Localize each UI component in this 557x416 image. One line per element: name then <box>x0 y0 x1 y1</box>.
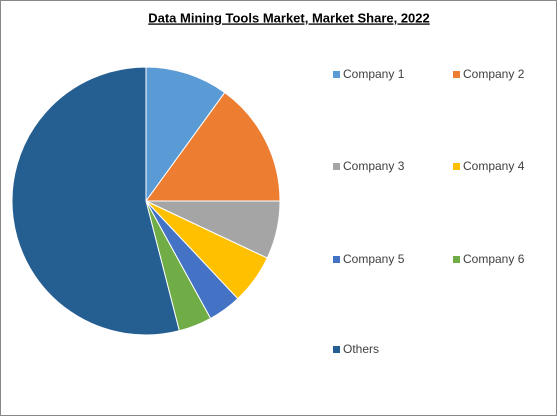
legend-swatch <box>333 163 340 170</box>
legend-label: Company 4 <box>463 159 525 173</box>
pie-slice <box>145 91 281 202</box>
legend-label: Company 2 <box>463 67 525 81</box>
chart-title: Data Mining Tools Market, Market Share, … <box>148 10 430 25</box>
legend-label: Others <box>343 342 379 356</box>
legend-label: Company 1 <box>343 67 405 81</box>
pie-slice <box>11 66 180 336</box>
legend-swatch <box>453 71 460 78</box>
pie-slice <box>145 66 226 203</box>
legend-label: Company 6 <box>463 252 525 266</box>
legend-swatch <box>333 71 340 78</box>
legend-swatch <box>453 256 460 263</box>
legend-label: Company 5 <box>343 252 405 266</box>
legend-swatch <box>333 346 340 353</box>
legend-swatch <box>453 163 460 170</box>
legend-swatch <box>333 256 340 263</box>
legend-label: Company 3 <box>343 159 405 173</box>
